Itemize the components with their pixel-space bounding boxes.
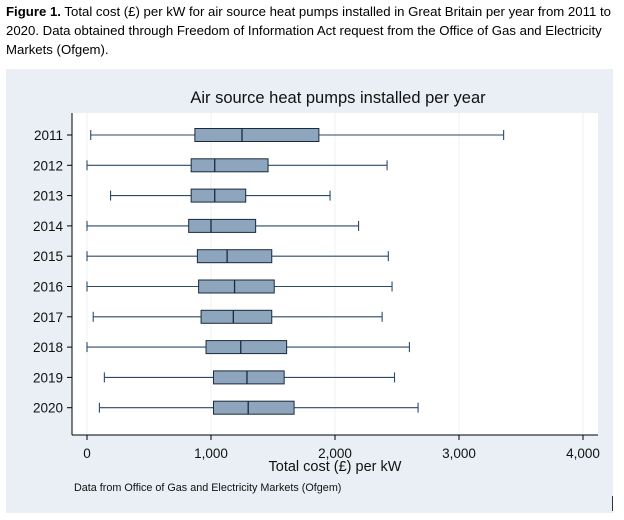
y-tick-label-2012: 2012 <box>33 158 63 173</box>
y-tick-label-2014: 2014 <box>33 219 64 234</box>
source-note: Data from Office of Gas and Electricity … <box>74 482 341 494</box>
chart-panel: Air source heat pumps installed per year… <box>6 69 613 513</box>
box-2013 <box>190 188 247 203</box>
box-2014 <box>188 218 257 233</box>
y-tick-label-2017: 2017 <box>33 310 63 325</box>
box-2019 <box>212 370 285 385</box>
x-tick-label-0: 0 <box>83 446 91 461</box>
boxplot-chart: Air source heat pumps installed per year… <box>33 89 600 494</box>
chart-title: Air source heat pumps installed per year <box>190 89 486 107</box>
x-axis-label: Total cost (£) per kW <box>269 459 402 475</box>
y-tick-label-2019: 2019 <box>33 370 63 385</box>
y-tick-label-2011: 2011 <box>34 128 63 143</box>
box-2018 <box>205 340 288 355</box>
box-2012 <box>190 158 269 173</box>
x-tick-label-3,000: 3,000 <box>442 446 476 461</box>
x-tick-label-2,000: 2,000 <box>318 446 352 461</box>
text-cursor-mark <box>612 496 613 511</box>
y-tick-label-2015: 2015 <box>33 249 63 264</box>
box-2015 <box>196 249 273 264</box>
figure-caption-label: Figure 1. <box>6 4 61 19</box>
box-2016 <box>198 279 275 294</box>
box-2020 <box>212 400 295 415</box>
figure-caption-text: Total cost (£) per kW for air source hea… <box>6 4 611 57</box>
x-tick-label-1,000: 1,000 <box>194 446 228 461</box>
x-tick-label-4,000: 4,000 <box>566 446 600 461</box>
box-2017 <box>200 309 273 324</box>
y-tick-label-2020: 2020 <box>33 401 63 416</box>
y-tick-label-2013: 2013 <box>33 189 63 204</box>
box-2011 <box>194 128 320 142</box>
figure-caption: Figure 1. Total cost (£) per kW for air … <box>6 2 618 59</box>
y-tick-label-2016: 2016 <box>33 280 63 295</box>
y-tick-label-2018: 2018 <box>33 340 63 355</box>
